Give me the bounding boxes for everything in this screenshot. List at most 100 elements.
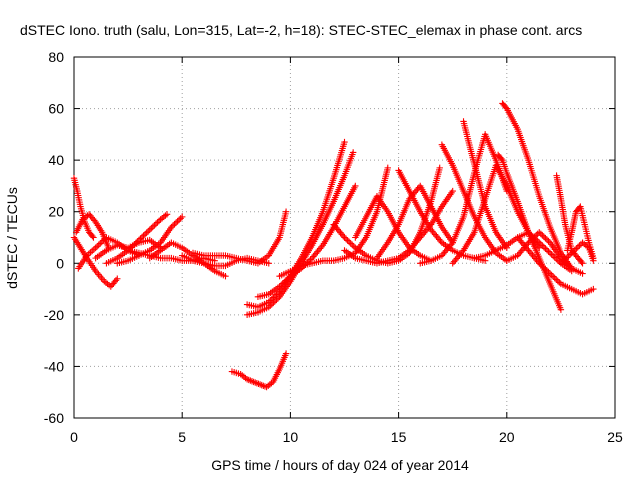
data-point	[282, 208, 290, 215]
y-tick-label: 0	[56, 255, 64, 271]
data-point	[570, 248, 577, 255]
series-arc-33	[557, 239, 597, 267]
data-point	[152, 220, 160, 228]
y-tick-label: 40	[48, 152, 64, 168]
data-point	[93, 243, 101, 250]
data-point	[132, 239, 140, 247]
data-point	[114, 275, 121, 282]
data-point	[134, 238, 141, 245]
series-arc-11	[189, 208, 290, 267]
data-point	[548, 251, 555, 258]
x-tick-labels: 0 5 10 15 20 25	[70, 429, 623, 445]
data-point	[172, 219, 180, 226]
data-point	[135, 236, 143, 244]
y-tick-label: 20	[48, 204, 64, 220]
data-point	[576, 242, 583, 249]
data-point	[349, 149, 357, 156]
data-point	[536, 260, 543, 267]
data-point	[525, 239, 532, 246]
data-point	[140, 232, 147, 239]
data-point	[95, 241, 102, 249]
chart-title: dSTEC Iono. truth (salu, Lon=315, Lat=-2…	[20, 22, 582, 38]
y-tick-label: -20	[44, 307, 64, 323]
data-point	[549, 273, 557, 280]
data-point	[129, 242, 136, 250]
data-point	[274, 295, 282, 302]
x-tick-label: 15	[391, 429, 407, 445]
x-tick-label: 0	[70, 429, 78, 445]
data-point	[542, 245, 549, 252]
data-point	[100, 237, 107, 244]
data-point	[163, 211, 171, 218]
data-point	[341, 234, 348, 241]
data-point	[175, 216, 183, 224]
series-arc-29	[503, 229, 586, 277]
data-point	[536, 229, 543, 236]
data-point	[89, 233, 96, 240]
y-axis-label: dSTEC / TECUs	[4, 187, 20, 289]
data-point	[267, 302, 274, 309]
data-point	[265, 260, 272, 267]
data-point	[566, 251, 574, 258]
data-point	[177, 215, 184, 222]
data-point	[282, 277, 289, 284]
data-point	[91, 217, 98, 224]
data-point	[174, 218, 181, 225]
data-point	[532, 232, 540, 239]
data-point	[137, 235, 144, 242]
series-arc-14	[243, 149, 357, 319]
y-tick-labels: -60 -40 -20 0 20 40 60 80	[44, 49, 64, 426]
data-point	[277, 281, 285, 289]
y-tick-label: -40	[44, 358, 64, 374]
series-arc-25	[460, 118, 510, 252]
data-point	[590, 257, 597, 264]
data-point	[350, 243, 357, 250]
data-point	[546, 249, 554, 257]
data-point	[571, 246, 579, 254]
data-point	[562, 255, 569, 263]
data-point	[265, 303, 272, 311]
data-point	[90, 234, 97, 241]
data-point	[436, 164, 443, 172]
data-point	[282, 350, 290, 357]
data-point	[384, 164, 391, 172]
y-tick-label: -60	[44, 410, 64, 426]
data-point	[566, 263, 574, 271]
data-point	[565, 252, 572, 260]
data-point	[551, 254, 558, 261]
series-arc-27	[494, 151, 565, 313]
data-point	[537, 240, 545, 248]
data-point	[543, 267, 551, 274]
data-point	[349, 241, 356, 249]
data-point	[352, 182, 359, 190]
data-point	[539, 242, 546, 249]
data-point	[542, 265, 549, 273]
data-point	[112, 277, 120, 284]
x-tick-label: 20	[499, 429, 515, 445]
data-point	[545, 268, 552, 276]
x-tick-label: 25	[607, 429, 623, 445]
data-point	[222, 272, 229, 280]
data-point	[542, 235, 549, 242]
data-point	[138, 233, 146, 241]
data-point	[279, 280, 286, 287]
data-point	[281, 278, 288, 286]
data-point	[149, 223, 157, 231]
data-point	[179, 213, 186, 221]
data-point	[563, 254, 571, 261]
data-point	[540, 243, 548, 251]
data-point	[154, 219, 161, 226]
data-point	[543, 236, 551, 243]
data-point	[545, 237, 552, 245]
data-point	[528, 236, 535, 243]
data-point	[97, 240, 104, 247]
x-tick-label: 5	[178, 429, 186, 445]
data-point	[169, 222, 177, 229]
data-point	[557, 306, 565, 313]
data-point	[98, 238, 106, 246]
data-point	[557, 260, 565, 267]
series-arc-12	[228, 350, 290, 391]
data-point	[285, 274, 293, 281]
series-arc-30	[514, 234, 597, 298]
data-point	[568, 249, 575, 257]
